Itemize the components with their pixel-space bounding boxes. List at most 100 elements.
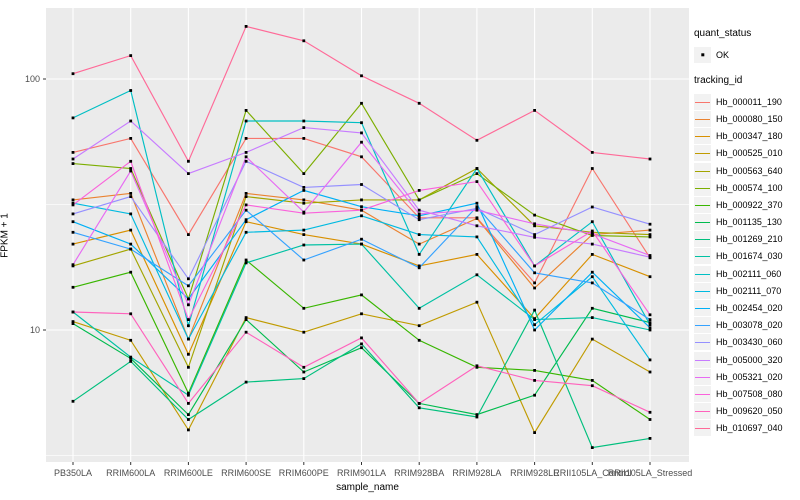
data-point: [417, 306, 421, 310]
data-point: [302, 119, 306, 123]
x-tick-label: RRIM600PE: [278, 468, 329, 478]
data-point: [590, 275, 594, 279]
data-point: [244, 318, 248, 321]
legend-tracking-id-title: tracking_id: [694, 75, 743, 87]
legend-entry-label: Hb_002111_070: [716, 285, 782, 296]
legend-key: [694, 385, 711, 402]
legend-entry: Hb_000080_150: [694, 110, 800, 127]
data-point: [71, 399, 75, 403]
data-point: [244, 230, 248, 234]
line-swatch-icon: [695, 411, 710, 413]
data-point: [648, 233, 652, 236]
data-point: [71, 162, 75, 165]
data-point: [417, 406, 421, 410]
data-point: [360, 237, 363, 241]
data-point: [533, 281, 536, 285]
data-point: [417, 264, 421, 268]
data-point: [129, 192, 133, 195]
line-swatch-icon: [695, 101, 710, 103]
data-point: [475, 167, 479, 170]
legend-entry-label: Hb_001269_210: [716, 234, 783, 245]
legend-key: [694, 196, 711, 213]
data-point: [187, 159, 190, 163]
data-point: [533, 323, 536, 327]
data-point: [187, 233, 190, 236]
legend-key: [694, 93, 711, 110]
data-point: [244, 380, 248, 384]
data-point: [187, 297, 190, 301]
data-point: [187, 337, 190, 341]
data-point: [360, 346, 363, 350]
x-tick-label: RRIM600SE: [221, 468, 272, 478]
legend-key: [694, 334, 711, 351]
data-point: [129, 242, 133, 246]
data-point: [648, 222, 652, 226]
x-tick-label: RRIM928LA: [452, 468, 502, 478]
data-point: [244, 220, 248, 224]
data-point: [71, 72, 75, 76]
data-point: [417, 214, 421, 218]
data-point: [590, 229, 594, 233]
data-point: [417, 402, 421, 405]
data-point: [302, 198, 306, 202]
data-point: [475, 172, 479, 175]
data-point: [648, 313, 652, 317]
x-axis-title: sample_name: [336, 482, 399, 493]
x-tick-label: RRII105LA_Control: [553, 468, 632, 478]
data-point: [590, 232, 594, 236]
data-point: [533, 308, 536, 312]
data-point: [129, 89, 133, 92]
data-point: [533, 318, 536, 321]
data-point: [302, 189, 306, 192]
data-point: [360, 155, 363, 159]
data-point: [244, 155, 248, 159]
x-tick-label: RRIM600LE: [163, 468, 213, 478]
legend-entry-label: Hb_000080_150: [716, 113, 783, 124]
data-point: [187, 391, 190, 395]
data-point: [475, 224, 479, 228]
data-point: [360, 336, 363, 340]
data-point: [71, 322, 75, 325]
data-point: [648, 326, 652, 330]
line-swatch-icon: [695, 256, 710, 258]
legend-key: [694, 351, 711, 368]
data-point: [302, 330, 306, 334]
data-point: [533, 213, 536, 217]
data-point: [533, 379, 536, 382]
data-point: [71, 203, 75, 207]
legend-key: [694, 368, 711, 385]
legend-entry: Hb_003078_020: [694, 317, 800, 334]
x-tick-label: RRIM600LA: [106, 468, 156, 478]
data-point: [417, 324, 421, 328]
data-point: [475, 207, 479, 210]
data-point: [71, 242, 75, 246]
line-swatch-icon: [695, 273, 710, 275]
data-point: [648, 370, 652, 374]
legend-entry: Hb_000563_640: [694, 162, 800, 179]
data-point: [187, 352, 190, 356]
data-point: [475, 208, 479, 212]
data-point: [590, 242, 594, 246]
data-point: [187, 418, 190, 421]
data-point: [590, 151, 594, 154]
data-point: [129, 137, 133, 140]
data-point: [302, 211, 306, 215]
data-point: [129, 169, 133, 173]
data-point: [533, 109, 536, 112]
legend-entry: Hb_002111_060: [694, 265, 800, 282]
data-point: [302, 228, 306, 232]
data-point: [244, 151, 248, 154]
y-tick-label: 10: [29, 324, 40, 335]
legend-tracking-id: tracking_id Hb_000011_190 Hb_000080_150 Hb…: [694, 75, 800, 437]
data-point: [533, 369, 536, 372]
data-point: [475, 415, 479, 419]
legend-entry-label: Hb_010697_040: [716, 423, 783, 434]
legend-key: [694, 420, 711, 437]
data-point: [129, 270, 133, 274]
data-point: [360, 242, 363, 246]
data-point: [244, 192, 248, 195]
line-swatch-icon: [695, 428, 710, 430]
line-swatch-icon: [695, 308, 710, 310]
data-point: [475, 273, 479, 277]
data-point: [590, 270, 594, 274]
